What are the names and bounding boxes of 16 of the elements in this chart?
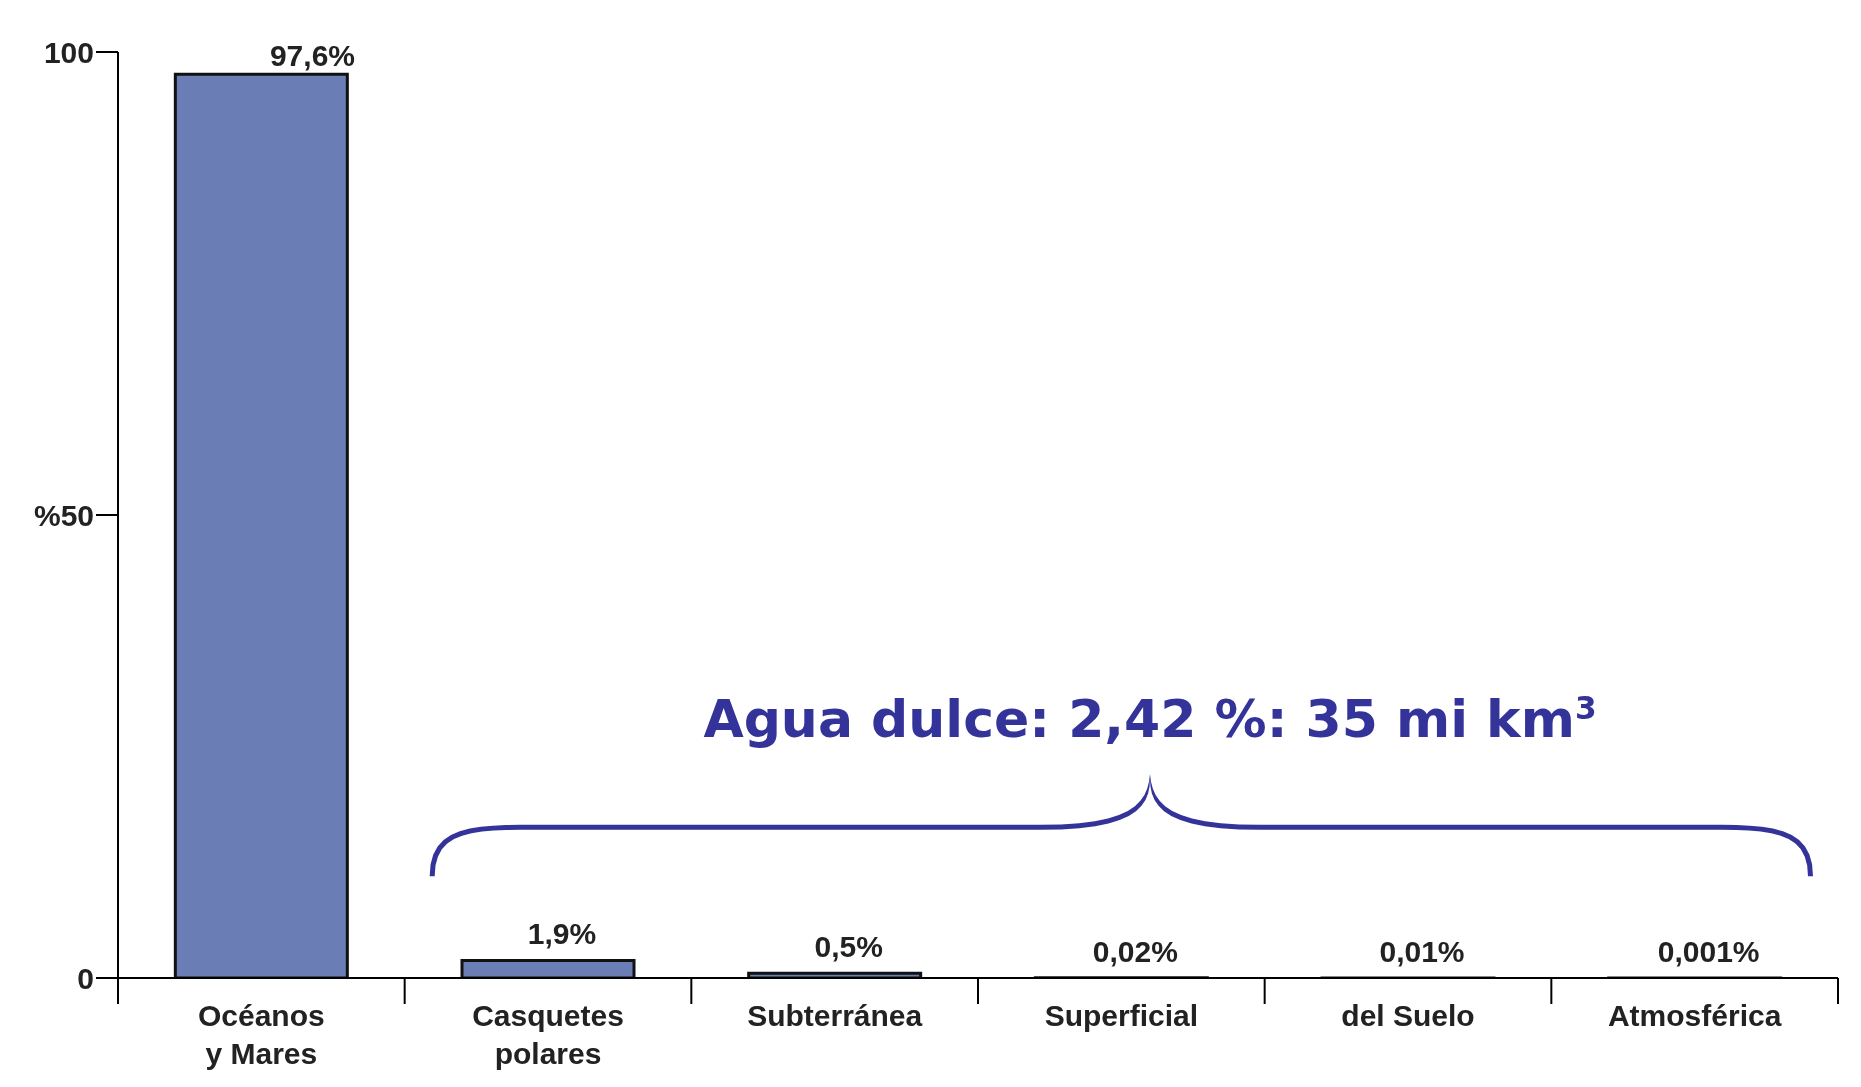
- data-label: 0,01%: [1379, 934, 1465, 968]
- x-tick-label: Atmosférica: [1607, 999, 1782, 1032]
- data-label: 0,02%: [1092, 934, 1178, 968]
- data-label: 97,6%: [269, 39, 356, 73]
- data-label: 0,001%: [1657, 934, 1760, 968]
- data-label: 0,5%: [814, 930, 883, 964]
- y-tick-label: %50: [33, 498, 94, 532]
- data-label: 1,9%: [527, 917, 597, 951]
- annotation: Agua dulce: 2,42 %: 35 mi km$^{3}$: [703, 689, 1597, 750]
- x-tick-label: del Suelo: [1341, 999, 1475, 1032]
- x-tick-label: Superficial: [1044, 999, 1199, 1032]
- y-tick-label: 0: [77, 961, 94, 995]
- y-tick-label: 100: [43, 35, 94, 69]
- x-tick-label: Casquetes polares: [472, 999, 624, 1070]
- x-tick-label: Océanos y Mares: [197, 999, 325, 1070]
- x-tick-label: Subterránea: [747, 999, 923, 1032]
